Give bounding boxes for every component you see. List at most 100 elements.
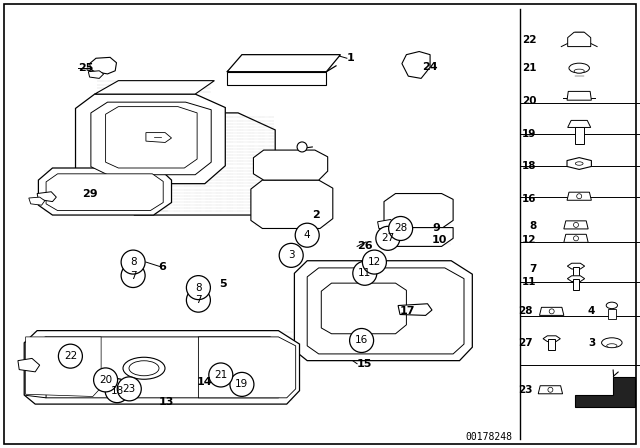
Text: 12: 12 [368, 257, 381, 267]
Polygon shape [608, 309, 616, 319]
Text: 20: 20 [99, 375, 112, 385]
Ellipse shape [574, 69, 584, 73]
Circle shape [209, 363, 233, 387]
Text: 28: 28 [394, 224, 407, 233]
Text: 21: 21 [522, 63, 536, 73]
Polygon shape [24, 331, 300, 404]
Polygon shape [307, 268, 464, 354]
Text: 23: 23 [123, 384, 136, 394]
Polygon shape [567, 158, 591, 169]
Circle shape [362, 250, 387, 274]
Polygon shape [26, 337, 101, 396]
Text: 18: 18 [111, 386, 124, 396]
Circle shape [186, 276, 211, 300]
Text: 12: 12 [522, 235, 536, 245]
Text: 22: 22 [64, 351, 77, 361]
Ellipse shape [607, 344, 617, 348]
Polygon shape [146, 133, 172, 142]
Text: 27: 27 [381, 233, 394, 243]
Text: 3: 3 [288, 250, 294, 260]
Polygon shape [568, 32, 591, 47]
Ellipse shape [606, 302, 618, 309]
Text: 7: 7 [130, 271, 136, 280]
Polygon shape [575, 377, 635, 407]
Circle shape [376, 226, 400, 250]
Text: 18: 18 [522, 161, 536, 171]
Polygon shape [568, 121, 591, 128]
Circle shape [58, 344, 83, 368]
Text: 8: 8 [195, 283, 202, 293]
Polygon shape [573, 267, 579, 278]
Polygon shape [46, 174, 163, 211]
Text: 24: 24 [422, 62, 438, 72]
Circle shape [388, 216, 413, 241]
Text: 11: 11 [358, 268, 371, 278]
Text: 11: 11 [522, 277, 536, 287]
Text: 26: 26 [357, 241, 372, 251]
Text: 5: 5 [219, 280, 227, 289]
Text: 21: 21 [214, 370, 227, 380]
Polygon shape [251, 180, 333, 228]
Ellipse shape [129, 361, 159, 376]
Text: 9: 9 [432, 224, 440, 233]
Text: 10: 10 [432, 235, 447, 245]
Text: 28: 28 [518, 306, 533, 316]
Circle shape [548, 387, 553, 392]
Polygon shape [18, 358, 40, 372]
Circle shape [279, 243, 303, 267]
Text: 29: 29 [82, 189, 97, 198]
Polygon shape [76, 94, 225, 184]
Polygon shape [568, 263, 585, 269]
Ellipse shape [123, 357, 165, 379]
Polygon shape [95, 81, 214, 94]
Text: 20: 20 [522, 96, 536, 106]
Polygon shape [384, 228, 453, 246]
Polygon shape [575, 128, 584, 143]
Text: 1: 1 [347, 53, 355, 63]
Circle shape [549, 309, 554, 314]
Text: 17: 17 [400, 306, 415, 316]
Circle shape [105, 379, 129, 403]
Polygon shape [567, 192, 591, 200]
Polygon shape [253, 150, 328, 180]
Polygon shape [567, 91, 591, 100]
Text: 23: 23 [518, 385, 533, 395]
Polygon shape [38, 168, 172, 215]
Polygon shape [568, 276, 585, 281]
Circle shape [230, 372, 254, 396]
Circle shape [93, 368, 118, 392]
Polygon shape [294, 261, 472, 361]
Polygon shape [37, 192, 56, 202]
Polygon shape [564, 234, 588, 242]
Polygon shape [227, 72, 326, 85]
Text: 13: 13 [159, 397, 174, 407]
Text: 22: 22 [522, 35, 536, 45]
Polygon shape [88, 71, 104, 78]
Text: 16: 16 [522, 194, 536, 204]
Circle shape [353, 261, 377, 285]
Polygon shape [227, 55, 340, 72]
Text: 19: 19 [522, 129, 536, 139]
Text: 2: 2 [312, 210, 320, 220]
Polygon shape [540, 307, 564, 315]
Polygon shape [29, 197, 45, 205]
Text: 3: 3 [588, 338, 595, 348]
Polygon shape [90, 57, 116, 74]
Text: 27: 27 [518, 338, 533, 348]
Circle shape [573, 236, 579, 241]
Polygon shape [321, 283, 406, 334]
Text: 8: 8 [130, 257, 136, 267]
Circle shape [577, 194, 582, 199]
Text: 7: 7 [195, 295, 202, 305]
Circle shape [295, 223, 319, 247]
Ellipse shape [569, 63, 589, 73]
Text: 25: 25 [78, 63, 93, 73]
Circle shape [121, 263, 145, 288]
Text: 4: 4 [304, 230, 310, 240]
Text: 6: 6 [159, 262, 166, 271]
Text: 14: 14 [197, 377, 212, 387]
Polygon shape [573, 279, 579, 290]
Ellipse shape [602, 338, 622, 348]
Circle shape [186, 288, 211, 312]
Text: 16: 16 [355, 336, 368, 345]
